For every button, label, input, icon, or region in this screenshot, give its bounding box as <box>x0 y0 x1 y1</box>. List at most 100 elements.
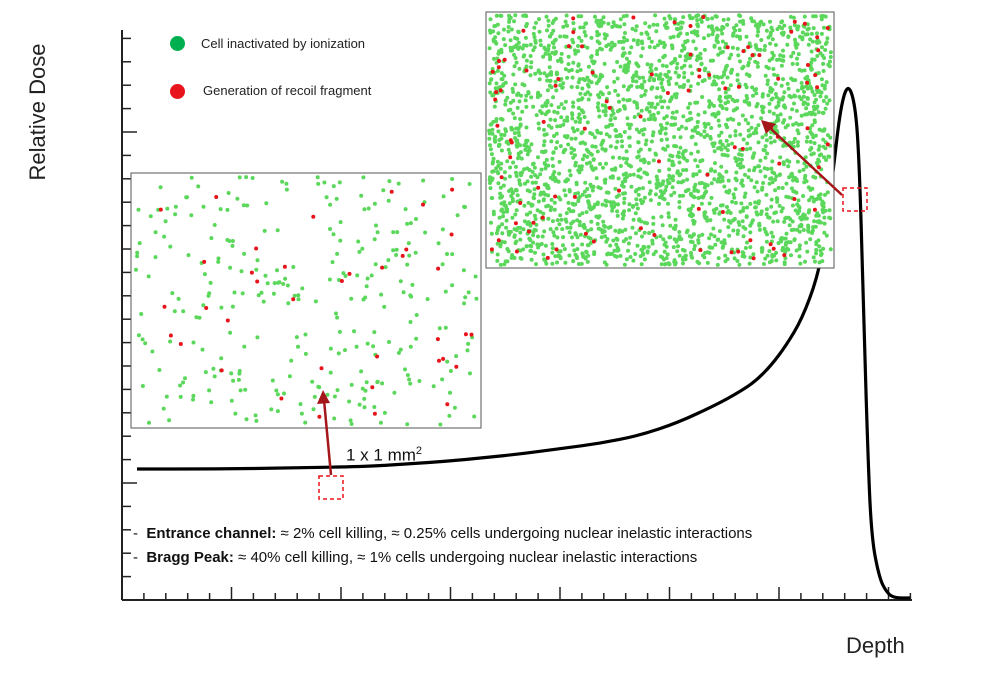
inactivated-cell <box>693 31 698 36</box>
inactivated-cell <box>364 284 369 289</box>
inactivated-cell <box>702 47 707 52</box>
inactivated-cell <box>769 166 774 171</box>
inactivated-cell <box>790 61 795 66</box>
note-entrance: - Entrance channel: ≈ 2% cell killing, ≈… <box>133 525 753 542</box>
inactivated-cell <box>509 48 513 53</box>
recoil-fragment <box>490 69 495 74</box>
inactivated-cell <box>514 60 519 65</box>
inactivated-cell <box>254 418 259 423</box>
inactivated-cell <box>654 29 659 34</box>
inactivated-cell <box>612 69 616 74</box>
inactivated-cell <box>654 95 659 100</box>
inactivated-cell <box>747 41 752 46</box>
inactivated-cell <box>515 105 520 110</box>
inactivated-cell <box>541 211 546 216</box>
inactivated-cell <box>764 192 769 197</box>
inactivated-cell <box>495 68 500 73</box>
inactivated-cell <box>200 347 205 352</box>
inactivated-cell <box>810 231 815 235</box>
inactivated-cell <box>649 117 654 121</box>
inactivated-cell <box>631 79 635 83</box>
inactivated-cell <box>708 136 713 141</box>
inactivated-cell <box>445 252 449 256</box>
inactivated-cell <box>785 81 790 86</box>
inactivated-cell <box>828 135 833 140</box>
inactivated-cell <box>576 199 581 204</box>
inactivated-cell <box>164 394 169 399</box>
inactivated-cell <box>710 16 715 21</box>
inactivated-cell <box>675 27 680 32</box>
recoil-fragment <box>437 358 441 363</box>
inactivated-cell <box>298 402 303 407</box>
inactivated-cell <box>605 85 610 90</box>
inactivated-cell <box>533 180 538 185</box>
inactivated-cell <box>795 56 799 61</box>
inactivated-cell <box>650 133 655 138</box>
inactivated-cell <box>733 156 738 161</box>
inactivated-cell <box>698 56 703 61</box>
recoil-fragment <box>162 304 167 309</box>
inactivated-cell <box>828 50 833 55</box>
inactivated-cell <box>665 137 669 142</box>
inactivated-cell <box>535 208 540 213</box>
inactivated-cell <box>153 230 158 235</box>
inactivated-cell <box>689 151 694 156</box>
inactivated-cell <box>739 201 744 206</box>
inactivated-cell <box>828 55 833 59</box>
inactivated-cell <box>749 178 754 183</box>
inactivated-cell <box>724 189 729 194</box>
inactivated-cell <box>792 237 797 242</box>
inactivated-cell <box>487 46 492 51</box>
inactivated-cell <box>387 179 392 184</box>
inactivated-cell <box>287 374 292 379</box>
inactivated-cell <box>663 131 668 136</box>
inactivated-cell <box>462 301 467 306</box>
inactivated-cell <box>229 371 234 376</box>
inactivated-cell <box>139 312 144 316</box>
inactivated-cell <box>819 251 824 256</box>
inactivated-cell <box>748 146 753 151</box>
inactivated-cell <box>633 211 638 216</box>
inactivated-cell <box>745 205 750 210</box>
inactivated-cell <box>549 125 554 130</box>
inactivated-cell <box>610 251 614 256</box>
recoil-fragment <box>572 194 577 199</box>
inactivated-cell <box>822 25 826 30</box>
scale-annotation: 1 x 1 mm2 <box>346 445 423 465</box>
inactivated-cell <box>806 223 811 228</box>
inactivated-cell <box>524 14 529 19</box>
inactivated-cell <box>534 113 539 118</box>
inactivated-cell <box>527 189 532 194</box>
inactivated-cell <box>614 242 619 247</box>
inactivated-cell <box>584 21 589 26</box>
inactivated-cell <box>461 268 466 273</box>
inactivated-cell <box>716 118 721 123</box>
inactivated-cell <box>518 117 523 121</box>
inactivated-cell <box>631 217 636 222</box>
inactivated-cell <box>219 305 224 310</box>
inactivated-cell <box>437 326 442 331</box>
inactivated-cell <box>820 203 825 208</box>
inactivated-cell <box>517 133 522 138</box>
inactivated-cell <box>576 49 581 54</box>
inactivated-cell <box>494 13 499 18</box>
inactivated-cell <box>607 134 612 139</box>
inactivated-cell <box>821 61 826 66</box>
inactivated-cell <box>702 121 707 126</box>
inactivated-cell <box>608 144 613 149</box>
inactivated-cell <box>786 164 791 169</box>
inactivated-cell <box>585 228 590 233</box>
inactivated-cell <box>324 195 329 200</box>
inactivated-cell <box>338 238 343 243</box>
inactivated-cell <box>602 61 607 66</box>
inactivated-cell <box>793 43 798 48</box>
inactivated-cell <box>817 153 822 158</box>
inactivated-cell <box>516 30 521 35</box>
inactivated-cell <box>806 26 811 31</box>
inactivated-cell <box>545 185 550 190</box>
inactivated-cell <box>565 115 570 120</box>
inactivated-cell <box>744 34 749 39</box>
inactivated-cell <box>275 228 280 233</box>
inactivated-cell <box>580 211 585 216</box>
inactivated-cell <box>514 164 518 169</box>
